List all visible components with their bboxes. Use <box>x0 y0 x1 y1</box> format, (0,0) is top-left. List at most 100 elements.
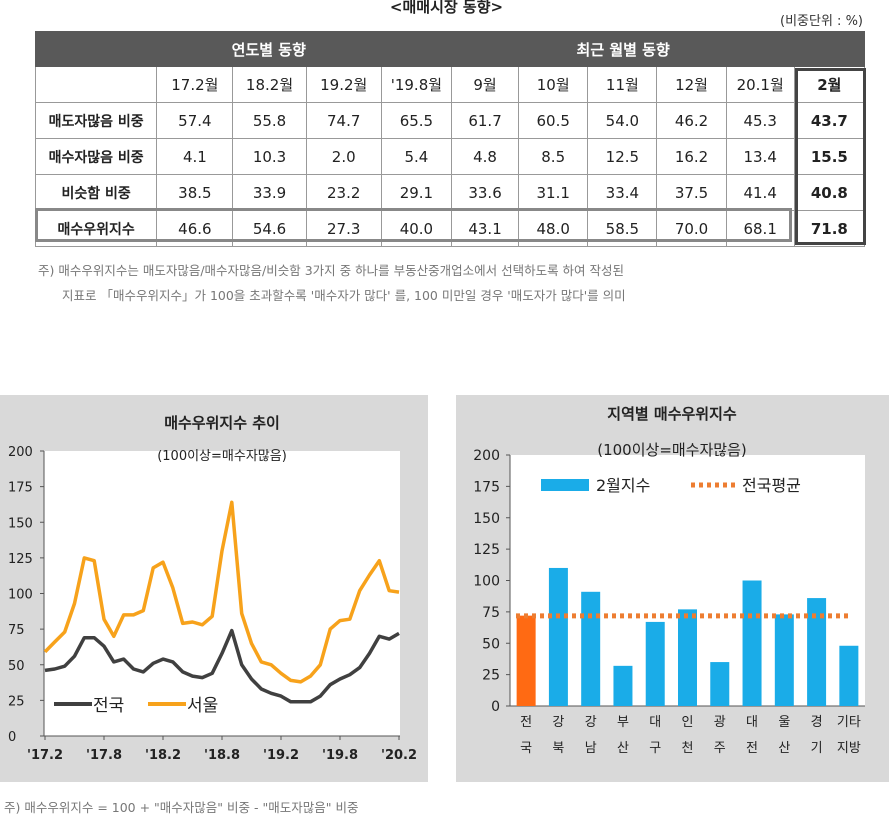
y-tick-label: 75 <box>8 623 25 638</box>
plot-area <box>44 451 400 736</box>
bar <box>678 609 697 706</box>
table-cell: 74.7 <box>305 102 382 139</box>
table-cell: 54.0 <box>587 102 658 139</box>
column-header-row: 17.2월 18.2월 19.2월 '19.8월 9월 10월 11월 12월 20.1월 2월 <box>34 66 866 103</box>
table-cell: 27.3 <box>305 210 382 247</box>
column-header: 18.2월 <box>232 66 307 103</box>
x-tick-label: '17.2 <box>27 748 63 763</box>
y-tick-label: 125 <box>473 542 500 558</box>
category-label: 강 <box>552 715 564 730</box>
bar <box>774 614 794 706</box>
table-cell: 71.8 <box>793 210 866 247</box>
bar <box>516 615 536 706</box>
table-cell: 8.5 <box>518 138 589 175</box>
y-tick-label: 175 <box>473 479 500 495</box>
table-cell: 31.1 <box>518 174 589 211</box>
y-tick-label: 25 <box>482 668 500 684</box>
table-cell: 65.5 <box>380 102 452 139</box>
table-cell: 54.6 <box>232 210 307 247</box>
legend-swatch <box>541 479 589 491</box>
column-header: '19.8월 <box>380 66 452 103</box>
row-label: 비슷함 비중 <box>34 174 158 211</box>
table-cell: 61.7 <box>450 102 520 139</box>
bar <box>581 591 601 706</box>
y-tick-label: 175 <box>8 481 33 496</box>
table-cell: 46.6 <box>156 210 234 247</box>
table-cell: 13.4 <box>725 138 795 175</box>
table-cell: 58.5 <box>587 210 658 247</box>
y-tick-label: 0 <box>491 699 500 715</box>
legend-label: 서울 <box>187 696 218 716</box>
bar <box>613 665 633 706</box>
column-header: 11월 <box>587 66 658 103</box>
y-tick-label: 50 <box>482 636 500 652</box>
legend-label: 2월지수 <box>596 476 650 495</box>
bar <box>710 662 730 706</box>
table-row: 매수자많음 비중 4.1 10.3 2.0 5.4 4.8 8.5 12.5 16.2 13.4 1… <box>34 138 866 175</box>
table-cell: 2.0 <box>305 138 382 175</box>
bar <box>807 598 827 706</box>
category-label: 기타 <box>837 715 861 730</box>
column-header: 9월 <box>450 66 520 103</box>
legend-label: 전국 <box>93 696 124 716</box>
row-label-header <box>34 66 158 103</box>
table-row: 비슷함 비중 38.5 33.9 23.2 29.1 33.6 31.1 33.4 37.5 41… <box>34 174 866 211</box>
category-label: 산 <box>617 741 629 756</box>
table-cell: 55.8 <box>232 102 307 139</box>
table-cell: 43.1 <box>450 210 520 247</box>
category-label: 인 <box>682 715 694 730</box>
y-tick-label: 125 <box>8 552 33 567</box>
column-header: 10월 <box>518 66 589 103</box>
table-cell: 12.5 <box>587 138 658 175</box>
table-cell: 5.4 <box>380 138 452 175</box>
row-label: 매수자많음 비중 <box>34 138 158 175</box>
y-tick-label: 100 <box>473 574 500 590</box>
column-header: 20.1월 <box>725 66 795 103</box>
x-tick-label: '18.8 <box>204 748 240 763</box>
series-line <box>44 628 400 704</box>
table-cell: 40.0 <box>380 210 452 247</box>
table-cell: 33.4 <box>587 174 658 211</box>
y-tick-label: 200 <box>8 445 33 460</box>
x-tick-label: '17.8 <box>86 748 122 763</box>
table-cell: 33.6 <box>450 174 520 211</box>
legend-label: 전국평균 <box>742 476 801 495</box>
table-cell: 46.2 <box>656 102 727 139</box>
bar <box>742 580 762 706</box>
y-tick-label: 25 <box>8 694 25 709</box>
table-cell: 10.3 <box>232 138 307 175</box>
table-cell: 70.0 <box>656 210 727 247</box>
x-tick-label: '19.8 <box>322 748 358 763</box>
category-label: 전 <box>520 715 532 730</box>
category-label: 주 <box>714 741 726 756</box>
category-label: 구 <box>649 741 661 756</box>
region-chart-panel: 지역별 매수우위지수 (100이상=매수자많음) 0 25 50 75 100 125 150 1… <box>456 395 889 782</box>
y-tick-label: 50 <box>8 659 25 674</box>
bar <box>548 567 568 706</box>
table-cell: 15.5 <box>793 138 866 175</box>
category-label: 산 <box>778 741 790 756</box>
column-header: 17.2월 <box>156 66 234 103</box>
group-header-yearly: 연도별 동향 <box>156 31 382 67</box>
series-line <box>43 500 400 684</box>
column-header: 19.2월 <box>305 66 382 103</box>
chart-title: 지역별 매수우위지수 <box>607 405 737 423</box>
table-cell: 60.5 <box>518 102 589 139</box>
table-cell: 57.4 <box>156 102 234 139</box>
market-trend-table: 연도별 동향 최근 월별 동향 17.2월 18.2월 19.2월 '19.8월 9월 1… <box>34 31 866 247</box>
y-tick-label: 150 <box>473 511 500 527</box>
table-row: 매수우위지수 46.6 54.6 27.3 40.0 43.1 48.0 58.5 70.0 68… <box>34 210 866 247</box>
category-label: 부 <box>617 715 629 730</box>
table-cell: 48.0 <box>518 210 589 247</box>
category-label: 천 <box>682 741 694 756</box>
trend-chart: 매수우위지수 추이 (100이상=매수자많음) 0 25 50 75 100 125 150 17… <box>8 414 417 763</box>
row-label: 매수우위지수 <box>34 210 158 247</box>
table-cell: 38.5 <box>156 174 234 211</box>
table-cell: 29.1 <box>380 174 452 211</box>
category-label: 지방 <box>837 741 861 756</box>
group-header-monthly: 최근 월별 동향 <box>380 31 866 67</box>
y-tick-label: 200 <box>473 448 500 464</box>
category-label: 대 <box>746 715 758 730</box>
chart-subtitle: (100이상=매수자많음) <box>597 441 747 459</box>
category-label: 울 <box>778 715 790 730</box>
